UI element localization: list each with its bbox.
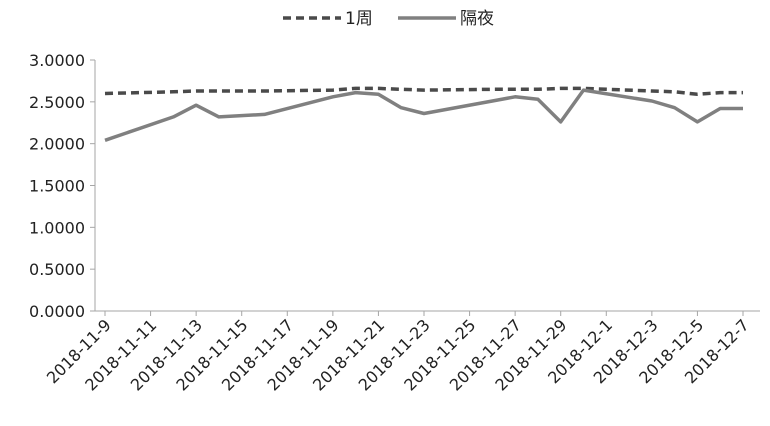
series-group: [104, 86, 743, 142]
y-tick-label: 2.0000: [29, 135, 85, 154]
legend-label-1week: 1周: [345, 9, 373, 29]
y-tick-label: 2.5000: [29, 93, 85, 112]
series-line-overnight: [104, 88, 743, 142]
y-tick-label: 0.0000: [29, 302, 85, 321]
legend-label-overnight: 隔夜: [460, 9, 494, 29]
series-line-1week: [104, 86, 743, 97]
y-tick-label: 3.0000: [29, 51, 85, 70]
legend: 1周 隔夜: [283, 9, 494, 29]
y-tick-label: 1.0000: [29, 218, 85, 237]
x-axis-ticks: 2018-11-92018-11-112018-11-132018-11-152…: [43, 311, 753, 395]
y-axis-ticks: 0.0000 0.5000 1.0000 1.5000 2.0000 2.5000 3.00…: [29, 51, 95, 321]
y-tick-label: 1.5000: [29, 177, 85, 196]
axes: [94, 60, 760, 312]
y-tick-label: 0.5000: [29, 260, 85, 279]
